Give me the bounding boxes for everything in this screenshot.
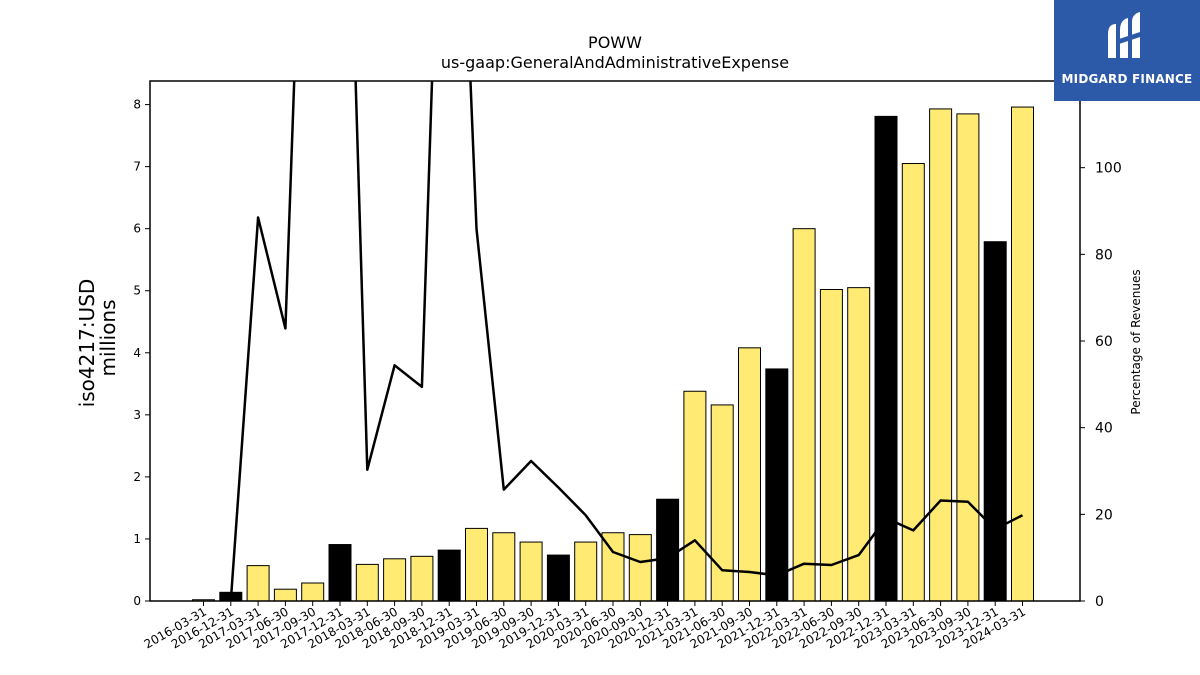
bar xyxy=(246,565,270,602)
bar xyxy=(273,588,297,602)
right-tick-label: 0 xyxy=(1095,594,1104,610)
left-tick-label: 6 xyxy=(133,222,141,236)
left-tick-label: 0 xyxy=(133,594,141,608)
bar xyxy=(819,288,843,602)
brand-name: MIDGARD FINANCE xyxy=(1061,72,1193,86)
bar xyxy=(1011,106,1034,602)
bar xyxy=(628,534,652,602)
bar xyxy=(656,498,680,602)
bar xyxy=(956,113,980,602)
y-axis-label-right: Percentage of Revenues xyxy=(1129,269,1143,414)
bar xyxy=(301,582,325,602)
bar xyxy=(901,163,925,602)
left-tick-label: 8 xyxy=(133,98,141,112)
bar xyxy=(465,527,488,602)
right-tick-label: 80 xyxy=(1095,247,1113,263)
y-axis-label-left-line2: millions xyxy=(96,299,120,376)
chart-title: POWW xyxy=(588,33,642,52)
left-tick-label: 1 xyxy=(133,532,141,546)
left-axis: 0 1 2 3 4 5 6 7 8 xyxy=(133,98,150,608)
right-tick-label: 100 xyxy=(1095,161,1122,177)
right-tick-label: 60 xyxy=(1095,334,1113,350)
bar xyxy=(410,555,434,602)
bar xyxy=(437,549,461,602)
midgard-logo-icon xyxy=(1108,12,1140,58)
left-tick-label: 7 xyxy=(133,160,141,174)
line-layer xyxy=(229,81,1024,601)
left-tick-label: 3 xyxy=(133,408,141,422)
bar xyxy=(738,347,761,602)
bar xyxy=(383,558,407,602)
brand-logo: MIDGARD FINANCE xyxy=(1054,0,1200,101)
bars-layer xyxy=(192,106,1034,602)
bar xyxy=(492,532,516,602)
bar xyxy=(355,563,379,602)
left-tick-label: 2 xyxy=(133,470,141,484)
bar xyxy=(929,108,953,602)
right-axis: 0 20 40 60 80 100 xyxy=(1080,161,1122,610)
bar xyxy=(683,390,707,602)
right-tick-label: 20 xyxy=(1095,507,1113,523)
bar xyxy=(328,544,352,602)
bar xyxy=(574,541,598,602)
bar xyxy=(546,554,570,602)
bar xyxy=(519,541,543,602)
bar xyxy=(983,241,1007,602)
right-tick-label: 40 xyxy=(1095,421,1113,437)
x-axis: 2016-03-312016-12-312017-03-312017-06-30… xyxy=(142,601,1028,651)
left-tick-label: 5 xyxy=(133,284,141,298)
left-tick-label: 4 xyxy=(133,346,141,360)
series-line xyxy=(229,81,1024,601)
chart-subtitle: us-gaap:GeneralAndAdministrativeExpense xyxy=(441,53,789,72)
y-axis-label-left-line1: iso4217:USD xyxy=(75,279,99,408)
bar xyxy=(792,228,816,602)
bar xyxy=(765,368,789,602)
